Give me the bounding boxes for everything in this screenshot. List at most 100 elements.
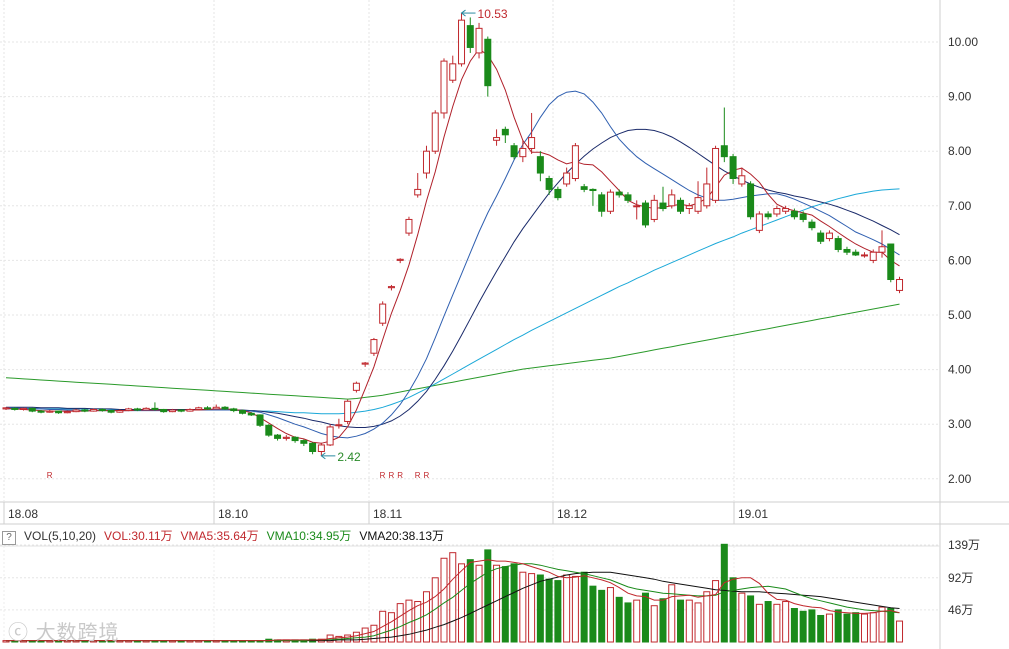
candle-body <box>606 191 614 212</box>
candle <box>510 143 518 160</box>
candle-body <box>2 407 10 410</box>
candle <box>361 361 369 367</box>
candle-body <box>545 178 553 190</box>
high-arrow <box>460 9 466 17</box>
candle <box>493 129 501 146</box>
volume-bar <box>747 595 755 643</box>
volume-bar <box>475 564 483 643</box>
volume-average-lines <box>6 559 900 642</box>
candle-body <box>764 213 772 218</box>
candle <box>528 112 536 154</box>
volume-tick-label: 92万 <box>948 571 973 585</box>
candle <box>817 230 825 245</box>
volume-bars[interactable] <box>2 543 904 643</box>
price-axis: 10.00 9.00 8.00 7.00 6.00 5.00 4.00 3.00 2.00 <box>948 35 978 486</box>
candle-body <box>896 279 904 291</box>
candle <box>764 211 772 220</box>
candle-body <box>458 19 466 65</box>
candle-body <box>239 410 247 414</box>
volume-bar <box>536 574 544 643</box>
volume-bar <box>598 589 606 643</box>
volume-bar <box>703 591 711 643</box>
r-marker: R <box>423 471 429 480</box>
candle <box>449 55 457 83</box>
candle-body <box>554 188 562 199</box>
candle <box>650 194 658 223</box>
candle-body <box>98 408 106 412</box>
candle <box>484 36 492 97</box>
candle-body <box>685 205 693 210</box>
candle <box>203 406 211 411</box>
candle-body <box>55 410 63 414</box>
candle <box>247 412 255 417</box>
date-tick-label: 18.11 <box>373 507 402 521</box>
volume-bar <box>466 559 474 643</box>
legend-vol-label: VOL(5,10,20) <box>24 529 97 543</box>
date-tick-label: 18.10 <box>218 507 248 521</box>
candle-body <box>703 183 711 207</box>
candle <box>37 410 45 414</box>
volume-bar <box>825 613 833 643</box>
candle-body <box>519 147 527 158</box>
candle-body <box>817 232 825 242</box>
volume-tick-label: 46万 <box>948 603 973 617</box>
candle-body <box>834 238 842 250</box>
volume-axis: 139万 92万 46万 <box>948 538 980 617</box>
candle <box>90 408 98 412</box>
volume-bar <box>571 575 579 643</box>
candle-body <box>20 407 28 410</box>
candle <box>466 17 474 53</box>
help-icon[interactable]: ? <box>2 531 16 545</box>
candle-body <box>598 194 606 212</box>
volume-bar <box>694 602 702 643</box>
candle <box>414 173 422 198</box>
volume-bar <box>493 564 501 643</box>
candle <box>843 246 851 255</box>
volume-bar <box>790 608 798 643</box>
candle <box>589 188 597 206</box>
candle <box>563 167 571 187</box>
watermark-text: 大数跨境 <box>35 622 120 644</box>
candle <box>475 22 483 59</box>
candle <box>440 58 448 119</box>
vma5-line <box>6 559 900 642</box>
candle <box>300 439 308 447</box>
price-tick-label: 9.00 <box>948 90 972 104</box>
candle-body <box>160 408 168 413</box>
candle-body <box>387 286 395 289</box>
candle-body <box>615 191 623 196</box>
candle-body <box>335 424 343 427</box>
volume-bar <box>589 585 597 643</box>
volume-bar <box>387 612 395 643</box>
candle-body <box>738 175 746 185</box>
candle-body <box>580 186 588 190</box>
volume-bar <box>405 599 413 643</box>
volume-bar <box>352 631 360 643</box>
volume-bar <box>782 601 790 643</box>
volume-bar <box>563 574 571 643</box>
candlesticks[interactable] <box>2 13 904 456</box>
candle <box>212 404 220 410</box>
low-label: 2.42 <box>337 450 361 464</box>
candle <box>142 407 150 411</box>
r-marker: R <box>397 471 403 480</box>
volume-bar <box>668 584 676 643</box>
volume-bar <box>712 580 720 643</box>
candle <box>309 442 317 455</box>
candle-body <box>422 150 430 174</box>
volume-bar <box>641 592 649 643</box>
candle <box>81 408 89 413</box>
candle <box>151 402 159 411</box>
volume-bar <box>624 602 632 643</box>
candle-body <box>46 410 54 413</box>
candle-body <box>790 210 798 218</box>
candle-body <box>650 199 658 220</box>
candle-body <box>151 407 159 410</box>
candle-body <box>668 194 676 207</box>
candle <box>878 230 886 258</box>
legend-vol-value: VOL:30.11万 <box>104 529 173 543</box>
candle-body <box>379 303 387 324</box>
candle-body <box>712 147 720 201</box>
candle <box>747 181 755 220</box>
